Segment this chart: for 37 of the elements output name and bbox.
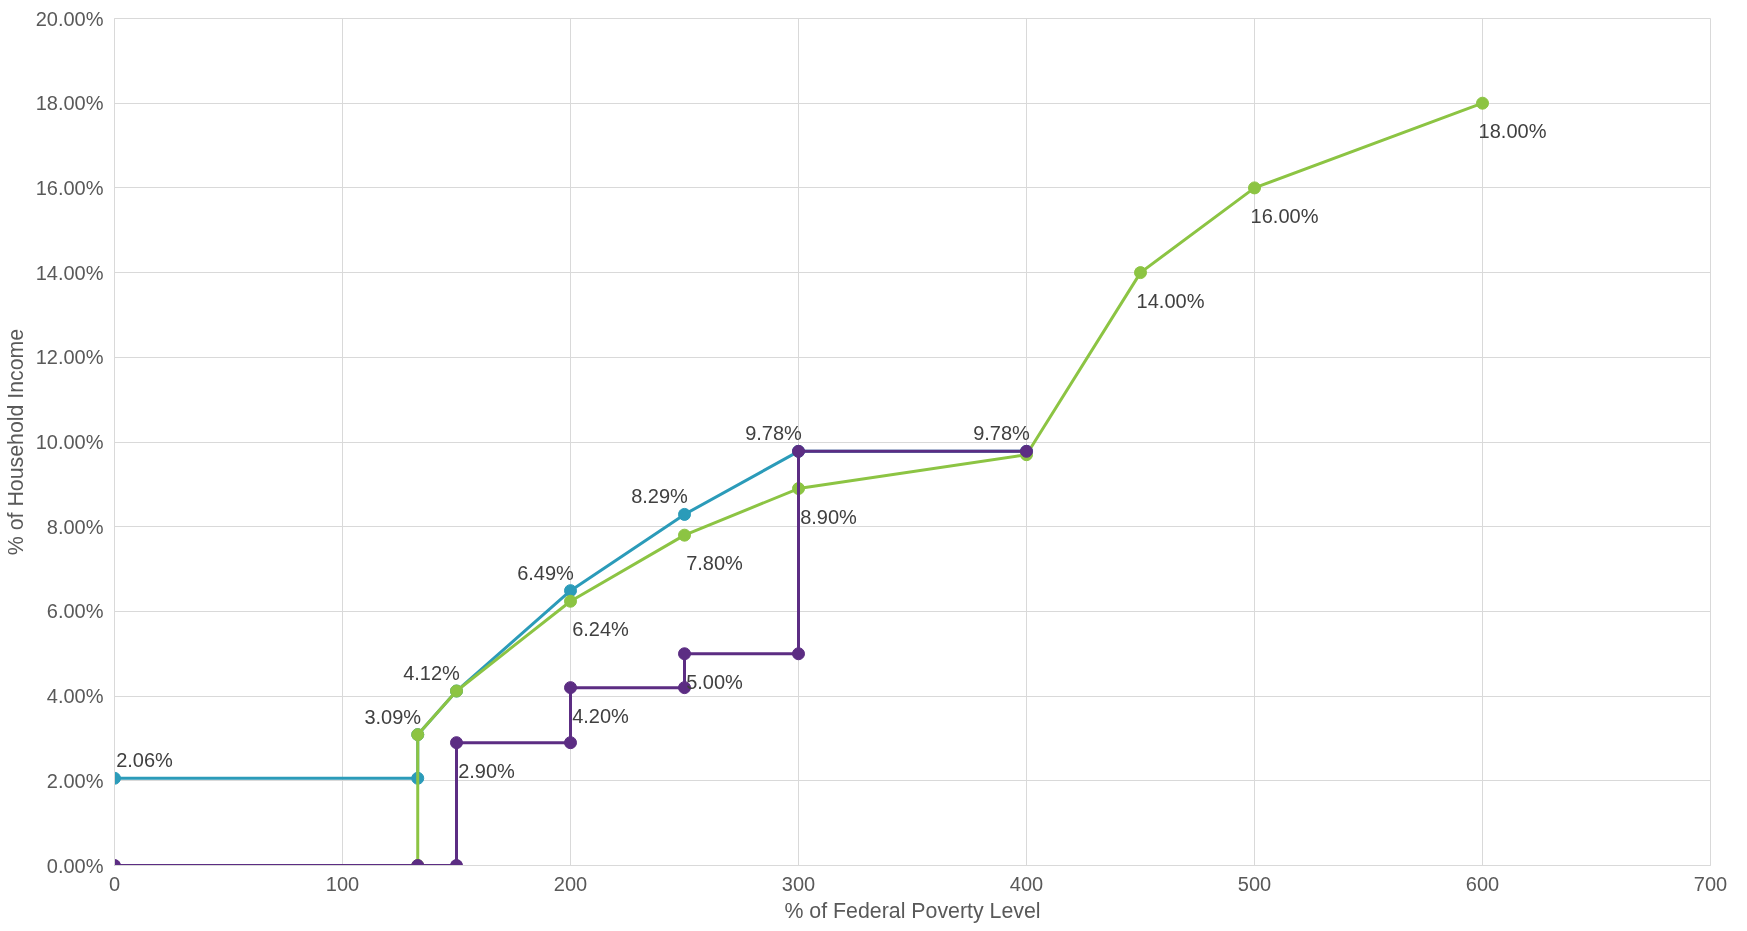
- data-label: 9.78%: [973, 422, 1031, 445]
- x-axis-title: % of Federal Poverty Level: [784, 898, 1041, 923]
- y-tick-label: 10.00%: [35, 431, 104, 453]
- y-tick-label: 2.00%: [46, 769, 104, 792]
- y-tick-label: 0.00%: [46, 854, 104, 877]
- x-tick-label: 0: [108, 872, 121, 895]
- y-tick-label: 12.00%: [35, 346, 104, 369]
- y-tick-label: 14.00%: [35, 261, 104, 284]
- data-label: 6.24%: [572, 618, 630, 641]
- x-tick-label: 700: [1693, 872, 1728, 895]
- x-tick-label: 600: [1465, 872, 1500, 895]
- x-tick-label: 100: [325, 872, 360, 895]
- x-tick-label: 500: [1237, 872, 1272, 895]
- data-label: 4.12%: [403, 662, 461, 685]
- data-label: 8.90%: [800, 505, 858, 528]
- y-tick-label: 8.00%: [46, 515, 104, 538]
- y-tick-label: 16.00%: [35, 176, 104, 199]
- data-label: 7.80%: [686, 552, 744, 575]
- x-tick-label: 200: [553, 872, 588, 895]
- x-tick-label: 300: [781, 872, 816, 895]
- data-label: 5.00%: [686, 670, 744, 693]
- data-label: 2.06%: [116, 749, 174, 772]
- data-label: 6.49%: [517, 561, 575, 584]
- y-tick-label: 20.00%: [35, 7, 104, 30]
- y-tick-label: 4.00%: [46, 685, 104, 708]
- data-label: 14.00%: [1136, 289, 1205, 312]
- data-label: 2.90%: [458, 759, 516, 782]
- data-label: 3.09%: [364, 705, 422, 728]
- data-label: 4.20%: [572, 704, 630, 727]
- data-label: 8.29%: [631, 485, 689, 508]
- x-tick-label: 400: [1009, 872, 1044, 895]
- data-label: 16.00%: [1250, 204, 1319, 227]
- y-tick-label: 18.00%: [35, 92, 104, 115]
- data-label: 9.78%: [745, 422, 803, 445]
- y-tick-label: 6.00%: [46, 600, 104, 623]
- data-label: 18.00%: [1478, 120, 1547, 143]
- y-axis-title: % of Household Income: [3, 328, 28, 556]
